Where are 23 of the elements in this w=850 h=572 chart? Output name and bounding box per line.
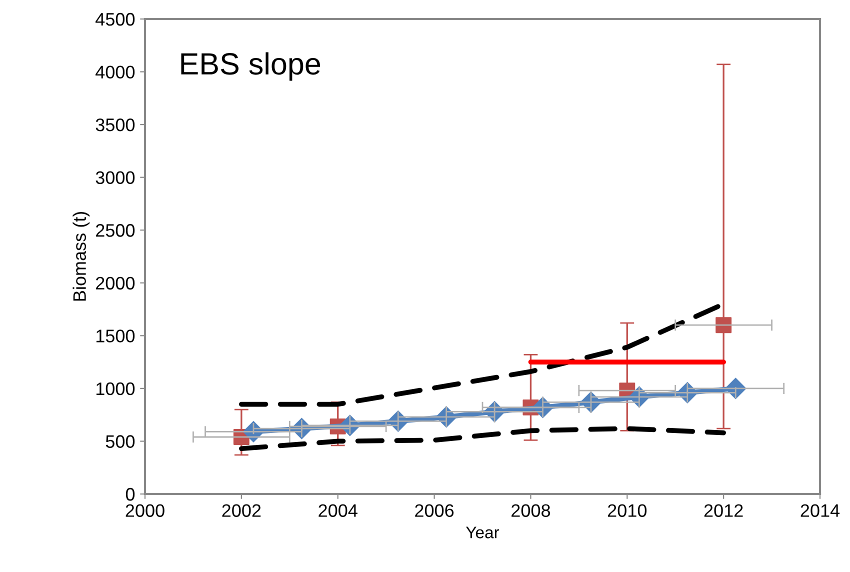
y-tick-label: 0 xyxy=(126,488,135,501)
x-tick-label: 2000 xyxy=(126,504,164,517)
x-tick-label: 2014 xyxy=(800,504,840,517)
y-tick-label: 3000 xyxy=(96,171,135,184)
x-tick-label: 2006 xyxy=(415,504,454,517)
y-tick-label: 1500 xyxy=(96,330,135,342)
point xyxy=(716,317,732,334)
x-tick-label: 2012 xyxy=(704,504,743,517)
x-tick-label: 2008 xyxy=(512,504,550,517)
y-tick-label: 1000 xyxy=(96,382,135,396)
y-tick-label: 2500 xyxy=(96,224,135,237)
y-tick-label: 2000 xyxy=(96,276,135,290)
x-axis-title: Year xyxy=(466,526,500,538)
y-tick-label: 500 xyxy=(106,435,135,448)
x-tick-label: 2004 xyxy=(318,504,358,517)
y-tick-label: 4000 xyxy=(96,66,135,78)
y-tick-label: 3500 xyxy=(96,118,135,132)
x-tick-label: 2002 xyxy=(222,504,261,517)
x-tick-label: 2010 xyxy=(608,504,647,517)
line-series xyxy=(239,426,726,452)
annotation: EBS slope xyxy=(181,52,320,81)
y-axis-title: Biomass (t) xyxy=(72,212,90,301)
y-tick-label: 4500 xyxy=(96,12,135,26)
